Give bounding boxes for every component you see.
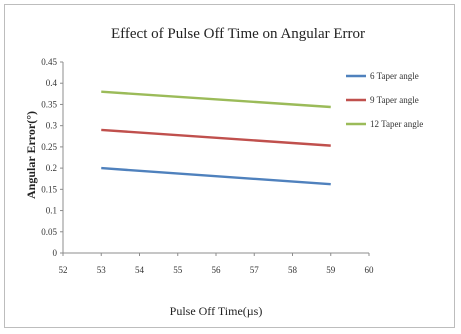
legend-label-1: 6 Taper angle <box>370 71 419 81</box>
chart-frame <box>4 4 455 328</box>
y-tick-label: 0.1 <box>46 206 57 216</box>
x-tick-label: 52 <box>59 265 68 275</box>
axes: 0 0.05 0.1 0.15 0.2 0.25 0.3 0.35 0.4 0.45 52 53 54 5… <box>41 57 374 275</box>
y-tick-label: 0.4 <box>46 78 58 88</box>
x-tick-label: 59 <box>326 265 336 275</box>
y-tick-label: 0.05 <box>41 227 57 237</box>
series-line-3 <box>101 90 331 109</box>
series-layer <box>101 90 331 186</box>
y-axis-label: Angular Error(°) <box>24 111 38 199</box>
x-tick-label: 56 <box>212 265 222 275</box>
y-tick-label: 0.45 <box>41 57 57 67</box>
y-tick-label: 0.35 <box>41 99 57 109</box>
x-tick-label: 55 <box>173 265 183 275</box>
series-line-1 <box>101 166 331 186</box>
y-tick-label: 0.2 <box>46 163 57 173</box>
x-tick-label: 57 <box>250 265 260 275</box>
legend-label-3: 12 Taper angle <box>370 119 423 129</box>
x-tick-label: 58 <box>288 265 298 275</box>
y-tick-label: 0.15 <box>41 184 57 194</box>
legend-label-2: 9 Taper angle <box>370 95 419 105</box>
y-tick-label: 0 <box>53 248 58 258</box>
x-tick-label: 53 <box>97 265 107 275</box>
chart-title: Effect of Pulse Off Time on Angular Erro… <box>111 26 365 42</box>
x-tick-label: 60 <box>365 265 375 275</box>
legend: 6 Taper angle 9 Taper angle 12 Taper angle <box>346 71 423 129</box>
x-axis-label: Pulse Off Time(µs) <box>170 304 263 318</box>
series-line-2 <box>101 128 331 147</box>
x-tick-label: 54 <box>135 265 145 275</box>
y-tick-label: 0.25 <box>41 142 57 152</box>
y-tick-label: 0.3 <box>46 121 58 131</box>
